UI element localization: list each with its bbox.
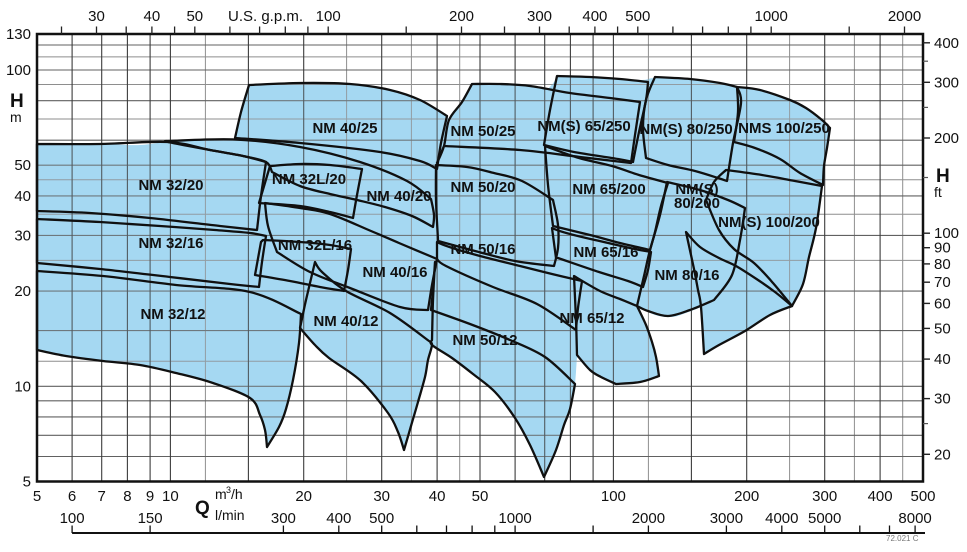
svg-text:400: 400 (326, 510, 351, 527)
svg-text:20: 20 (295, 488, 312, 505)
svg-text:100: 100 (601, 488, 626, 505)
svg-text:NM 32/12: NM 32/12 (140, 306, 205, 323)
svg-text:400: 400 (934, 35, 959, 52)
svg-text:400: 400 (582, 8, 607, 25)
svg-text:NMS 100/250: NMS 100/250 (738, 120, 830, 137)
svg-text:NM 40/16: NM 40/16 (362, 264, 427, 281)
svg-text:NM 32L/20: NM 32L/20 (272, 171, 346, 188)
svg-text:5: 5 (23, 474, 31, 491)
svg-text:150: 150 (138, 510, 163, 527)
svg-text:NM(S) 80/250: NM(S) 80/250 (639, 121, 732, 138)
svg-text:NM 65/16: NM 65/16 (573, 244, 638, 261)
svg-text:200: 200 (734, 488, 759, 505)
svg-text:H: H (10, 91, 24, 112)
svg-text:NM(S) 100/200: NM(S) 100/200 (718, 214, 820, 231)
svg-text:Q: Q (195, 498, 210, 519)
svg-text:4000: 4000 (765, 510, 798, 527)
svg-text:3: 3 (226, 485, 231, 495)
svg-text:500: 500 (369, 510, 394, 527)
svg-text:NM 50/16: NM 50/16 (450, 241, 515, 258)
svg-text:NM 40/12: NM 40/12 (313, 313, 378, 330)
svg-text:8: 8 (123, 488, 131, 505)
svg-text:40: 40 (14, 188, 31, 205)
svg-text:NM 65/200: NM 65/200 (572, 181, 645, 198)
svg-text:30: 30 (88, 8, 105, 25)
svg-text:100: 100 (316, 8, 341, 25)
svg-text:400: 400 (868, 488, 893, 505)
svg-text:40: 40 (144, 8, 161, 25)
svg-text:10: 10 (162, 488, 179, 505)
svg-text:NM(S) 65/250: NM(S) 65/250 (537, 118, 630, 135)
svg-text:80/200: 80/200 (674, 195, 720, 212)
svg-text:50: 50 (14, 157, 31, 174)
svg-text:NM 40/25: NM 40/25 (312, 120, 377, 137)
svg-text:NM(S): NM(S) (675, 181, 718, 198)
svg-text:72.021 C: 72.021 C (886, 534, 919, 543)
svg-text:70: 70 (934, 274, 951, 291)
svg-text:7: 7 (98, 488, 106, 505)
svg-text:80: 80 (934, 256, 951, 273)
svg-text:200: 200 (934, 130, 959, 147)
svg-text:8000: 8000 (898, 510, 931, 527)
svg-text:5000: 5000 (808, 510, 841, 527)
svg-text:300: 300 (812, 488, 837, 505)
svg-text:100: 100 (934, 225, 959, 242)
svg-text:1000: 1000 (498, 510, 531, 527)
svg-text:NM 50/20: NM 50/20 (450, 179, 515, 196)
svg-text:300: 300 (934, 74, 959, 91)
svg-text:NM 80/16: NM 80/16 (654, 267, 719, 284)
svg-text:6: 6 (68, 488, 76, 505)
svg-text:5: 5 (33, 488, 41, 505)
svg-text:NM 32/20: NM 32/20 (138, 177, 203, 194)
svg-text:500: 500 (910, 488, 935, 505)
svg-text:30: 30 (14, 227, 31, 244)
svg-text:3000: 3000 (710, 510, 743, 527)
svg-text:300: 300 (271, 510, 296, 527)
svg-text:NM 40/20: NM 40/20 (366, 188, 431, 205)
svg-text:100: 100 (60, 510, 85, 527)
svg-text:300: 300 (527, 8, 552, 25)
svg-text:1000: 1000 (755, 8, 788, 25)
svg-text:50: 50 (472, 488, 489, 505)
svg-text:100: 100 (6, 62, 31, 79)
svg-text:30: 30 (934, 391, 951, 408)
svg-text:m: m (215, 486, 227, 502)
svg-text:H: H (936, 166, 950, 187)
svg-text:130: 130 (6, 26, 31, 43)
svg-text:NM 50/12: NM 50/12 (452, 332, 517, 349)
svg-text:60: 60 (934, 295, 951, 312)
svg-text:/h: /h (231, 486, 243, 502)
svg-text:30: 30 (373, 488, 390, 505)
svg-text:50: 50 (186, 8, 203, 25)
svg-text:20: 20 (934, 446, 951, 463)
svg-text:50: 50 (934, 320, 951, 337)
svg-text:NM 32/16: NM 32/16 (138, 235, 203, 252)
svg-text:20: 20 (14, 283, 31, 300)
svg-text:500: 500 (625, 8, 650, 25)
svg-text:2000: 2000 (632, 510, 665, 527)
svg-text:NM 50/25: NM 50/25 (450, 123, 515, 140)
svg-text:10: 10 (14, 378, 31, 395)
svg-text:NM 32L/16: NM 32L/16 (278, 237, 352, 254)
svg-text:9: 9 (146, 488, 154, 505)
svg-text:40: 40 (429, 488, 446, 505)
svg-text:2000: 2000 (888, 8, 921, 25)
svg-text:U.S. g.p.m.: U.S. g.p.m. (228, 8, 303, 25)
svg-text:l/min: l/min (215, 507, 245, 523)
svg-text:ft: ft (934, 184, 942, 200)
svg-text:40: 40 (934, 351, 951, 368)
svg-text:90: 90 (934, 240, 951, 257)
svg-text:NM 65/12: NM 65/12 (559, 310, 624, 327)
svg-text:m: m (10, 109, 22, 125)
svg-text:200: 200 (449, 8, 474, 25)
